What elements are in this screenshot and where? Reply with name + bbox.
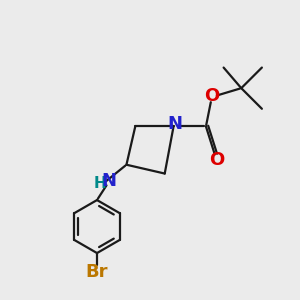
- Text: O: O: [209, 151, 225, 169]
- Text: Br: Br: [86, 263, 108, 281]
- Text: N: N: [102, 172, 117, 190]
- Text: H: H: [94, 176, 106, 191]
- Text: O: O: [204, 86, 220, 104]
- Text: N: N: [167, 115, 182, 133]
